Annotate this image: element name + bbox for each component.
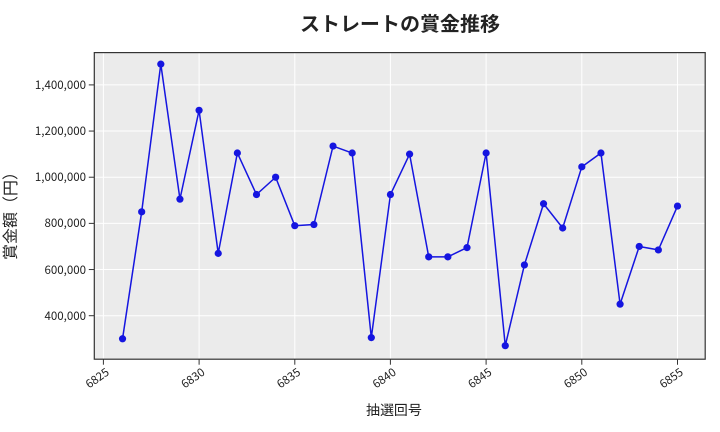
svg-text:6840: 6840 bbox=[369, 364, 399, 392]
svg-text:6845: 6845 bbox=[465, 364, 495, 392]
svg-text:6835: 6835 bbox=[274, 364, 304, 392]
svg-text:6850: 6850 bbox=[561, 364, 591, 392]
svg-text:6830: 6830 bbox=[178, 364, 208, 392]
svg-text:6855: 6855 bbox=[656, 364, 686, 392]
svg-text:6825: 6825 bbox=[82, 364, 112, 392]
